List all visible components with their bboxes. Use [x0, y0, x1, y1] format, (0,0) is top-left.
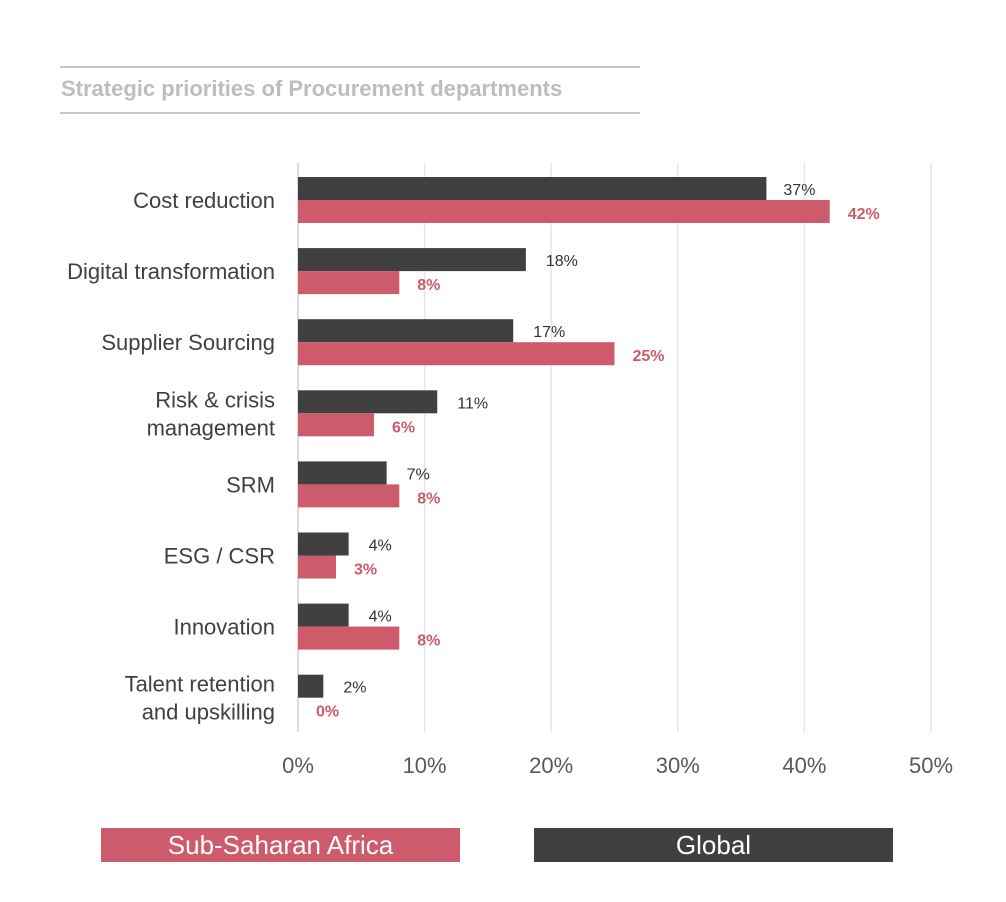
data-label-global: 37% — [783, 182, 815, 199]
bar-ssa-esg-csr — [298, 555, 336, 579]
bar-ssa-cost-reduction — [298, 200, 830, 223]
data-label-ssa: 0% — [316, 704, 339, 721]
bar-global-digital-transformation — [298, 248, 526, 272]
data-label-global: 4% — [369, 538, 392, 555]
title-rule-bottom — [60, 112, 640, 114]
data-label-global: 4% — [369, 609, 392, 626]
category-label: and upskilling — [142, 700, 275, 725]
data-label-ssa: 6% — [392, 419, 415, 436]
legend-label-sub-saharan-africa: Sub-Saharan Africa — [167, 829, 394, 860]
bar-ssa-srm — [298, 484, 400, 508]
data-label-ssa: 8% — [417, 277, 440, 294]
legend-label-global: Global — [675, 829, 752, 860]
bar-ssa-supplier-sourcing — [298, 342, 615, 366]
title-rule-top — [60, 66, 640, 68]
legend-item-global: Global — [534, 828, 893, 862]
category-label: Talent retention — [125, 672, 275, 697]
data-label-global: 18% — [546, 253, 578, 270]
bar-ssa-innovation — [298, 626, 400, 650]
bar-chart: 0% 10% 20% 30% 40% 50% 37% 42% Cost reduction 18%… — [67, 163, 953, 778]
bar-global-innovation — [298, 603, 349, 627]
category-label: management — [147, 415, 275, 440]
bar-global-talent-retention-and-upskilling — [298, 674, 324, 698]
category-label: Innovation — [173, 615, 275, 640]
x-tick-label: 20% — [529, 753, 573, 778]
category-label: Supplier Sourcing — [101, 330, 275, 355]
x-tick-label: 10% — [403, 753, 447, 778]
x-tick-label: 40% — [782, 753, 826, 778]
data-label-ssa: 25% — [633, 348, 665, 365]
bar-global-cost-reduction — [298, 177, 767, 200]
category-label: SRM — [226, 472, 275, 497]
data-label-global: 17% — [533, 324, 565, 341]
legend-item-sub-saharan-africa: Sub-Saharan Africa — [101, 828, 460, 862]
bar-ssa-digital-transformation — [298, 271, 400, 295]
data-label-global: 2% — [343, 680, 366, 697]
data-label-global: 7% — [407, 466, 430, 483]
bar-global-supplier-sourcing — [298, 319, 514, 343]
bar-global-esg-csr — [298, 532, 349, 556]
bar-ssa-risk-crisis-management — [298, 413, 374, 437]
bar-global-risk-crisis-management — [298, 390, 438, 414]
data-label-global: 11% — [457, 395, 488, 412]
data-label-ssa: 8% — [417, 490, 440, 507]
category-label: ESG / CSR — [164, 544, 275, 569]
category-label: Digital transformation — [67, 259, 275, 284]
data-label-ssa: 8% — [417, 633, 440, 650]
category-label: Risk & crisis — [155, 387, 275, 412]
data-label-ssa: 3% — [354, 562, 377, 579]
x-tick-label: 30% — [656, 753, 700, 778]
x-tick-label: 50% — [909, 753, 953, 778]
x-tick-label: 0% — [282, 753, 314, 778]
data-label-ssa: 42% — [848, 206, 880, 223]
bar-global-srm — [298, 461, 387, 485]
category-label: Cost reduction — [133, 188, 275, 213]
chart-title: Strategic priorities of Procurement depa… — [61, 76, 563, 101]
